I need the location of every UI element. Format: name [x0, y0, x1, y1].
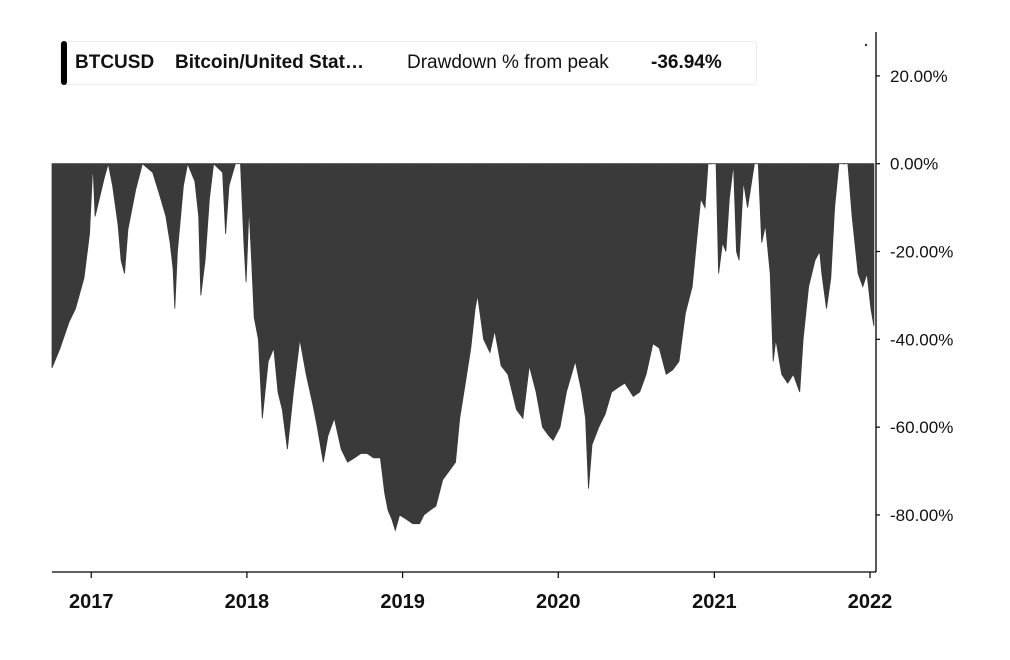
x-axis-ticks: 2017 2018 2019 2020 2021 2022: [69, 572, 892, 613]
x-tick-label: 2022: [848, 591, 893, 613]
drawdown-area: [51, 162, 875, 532]
x-tick-label: 2021: [692, 591, 737, 613]
legend-current-value: -36.94%: [651, 52, 722, 73]
y-tick-label: 0.00%: [890, 155, 938, 174]
x-tick-label: 2017: [69, 591, 114, 613]
y-tick-label: -40.00%: [890, 330, 953, 349]
y-axis-ticks: 20.00% 0.00% -20.00% -40.00% -60.00% -80.00%: [876, 67, 953, 525]
y-tick-label: -80.00%: [890, 506, 953, 525]
corner-marker: [864, 43, 868, 47]
x-tick-label: 2019: [380, 591, 425, 613]
y-tick-label: 20.00%: [890, 67, 948, 86]
series-legend: BTCUSD Bitcoin/United Stat… Drawdown % f…: [60, 41, 757, 85]
x-tick-label: 2020: [536, 591, 581, 613]
legend-accent-bar: [61, 41, 67, 85]
drawdown-area-layer: [51, 162, 875, 532]
y-tick-label: -60.00%: [890, 418, 953, 437]
legend-symbol: BTCUSD: [75, 52, 155, 73]
y-tick-label: -20.00%: [890, 243, 953, 262]
x-tick-label: 2018: [225, 591, 270, 613]
legend-instrument-name: Bitcoin/United Stat…: [175, 52, 364, 73]
legend-series-label: Drawdown % from peak: [407, 52, 609, 73]
